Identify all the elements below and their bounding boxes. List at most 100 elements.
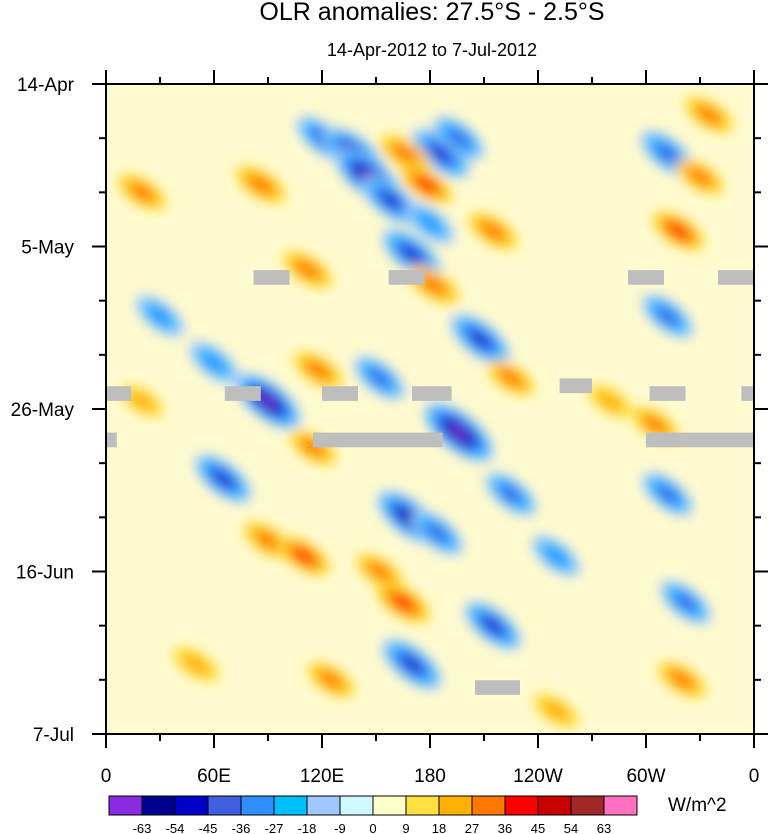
colorbar-label: 45	[531, 821, 545, 834]
missing-data-bar	[253, 270, 290, 285]
colorbar-swatch	[570, 795, 605, 816]
anomaly-feature	[307, 661, 355, 698]
colorbar-label: 0	[369, 821, 376, 834]
missing-data-bar	[313, 432, 443, 448]
missing-data-bar	[475, 680, 520, 695]
anomaly-feature	[464, 601, 522, 650]
field-blobs	[117, 96, 734, 728]
anomaly-feature	[354, 356, 406, 400]
anomaly-feature	[587, 384, 633, 418]
plot-axes: 0 60E 120E 180 120W 60W 0 14-Apr 5-May 26-May 16-J…	[11, 70, 768, 787]
anomaly-feature	[411, 128, 470, 179]
anomaly-feature	[642, 294, 694, 339]
colorbar-swatch	[240, 795, 275, 816]
anomaly-feature	[282, 250, 333, 289]
x-tick-label: 180	[414, 766, 446, 787]
colorbar-swatch	[603, 795, 638, 816]
colorbar-swatch	[405, 795, 440, 816]
colorbar-swatch	[471, 795, 506, 816]
colorbar-swatch	[141, 795, 176, 816]
anomaly-feature	[423, 402, 494, 463]
y-tick-label: 14-Apr	[17, 75, 75, 96]
y-tick-label: 26-May	[11, 400, 75, 421]
colorbar-label: 36	[498, 821, 512, 834]
missing-data-bar	[224, 386, 261, 401]
colorbar-swatch	[207, 795, 242, 816]
anomaly-feature	[135, 295, 185, 337]
colorbar-label: 63	[597, 821, 611, 834]
anomaly-feature	[375, 581, 431, 624]
missing-data-bar	[322, 386, 358, 401]
colorbar-swatch	[438, 795, 473, 816]
missing-data-bar	[718, 270, 754, 285]
anomaly-feature	[289, 429, 337, 466]
anomaly-feature	[189, 341, 239, 384]
anomaly-feature	[172, 646, 220, 682]
colorbar-label: -36	[232, 821, 251, 834]
missing-data-bar	[741, 386, 754, 401]
missing-data-bar	[412, 386, 452, 401]
anomaly-feature	[405, 202, 455, 244]
anomaly-feature	[120, 385, 164, 418]
missing-data-bar	[628, 270, 664, 285]
anomaly-feature	[117, 173, 167, 211]
colorbar-swatch	[537, 795, 572, 816]
anomaly-feature	[531, 535, 581, 577]
anomaly-feature	[652, 211, 705, 251]
anomaly-feature	[642, 472, 694, 516]
anomaly-feature	[657, 661, 707, 699]
missing-data-bar	[559, 378, 592, 394]
anomaly-feature	[533, 693, 579, 728]
colorbar-swatch	[372, 795, 407, 816]
y-tick-label: 7-Jul	[33, 725, 74, 746]
anomaly-feature	[450, 313, 511, 365]
missing-data	[106, 270, 754, 695]
colorbar-units: W/m^2	[668, 795, 727, 816]
anomaly-feature	[400, 164, 453, 205]
colorbar: -63 -54 -45 -36 -27 -18 -9 0 9 18 27 36 45 54 63	[108, 795, 638, 834]
colorbar-swatch	[504, 795, 539, 816]
chart-title: OLR anomalies: 27.5°S - 2.5°S	[259, 0, 605, 26]
anomaly-feature	[676, 158, 724, 195]
anomaly-feature	[379, 134, 431, 173]
anomaly-feature	[382, 638, 442, 690]
anomaly-field	[106, 84, 754, 734]
y-tick-label: 16-Jun	[16, 563, 74, 584]
colorbar-label: -45	[199, 821, 218, 834]
colorbar-swatch	[339, 795, 374, 816]
missing-data-bar	[106, 386, 132, 401]
x-tick-label: 60W	[626, 766, 665, 787]
colorbar-label: -54	[166, 821, 185, 834]
anomaly-feature	[684, 96, 734, 134]
anomaly-feature	[433, 116, 485, 161]
missing-data-bar	[388, 270, 425, 285]
colorbar-label: -27	[265, 821, 284, 834]
anomaly-feature	[467, 212, 519, 250]
colorbar-label: 9	[402, 821, 409, 834]
anomaly-feature	[293, 351, 344, 390]
anomaly-feature	[487, 360, 535, 397]
colorbar-swatch	[273, 795, 308, 816]
colorbar-label: 18	[432, 821, 446, 834]
colorbar-label: -63	[133, 821, 152, 834]
missing-data-bar	[646, 432, 754, 448]
missing-data-bar	[649, 386, 686, 401]
colorbar-label: -9	[334, 821, 346, 834]
x-tick-label: 60E	[197, 766, 231, 787]
x-tick-label: 0	[101, 766, 112, 787]
anomaly-feature	[660, 580, 712, 625]
x-tick-label: 0	[749, 766, 760, 787]
colorbar-label: -18	[298, 821, 317, 834]
colorbar-swatch	[306, 795, 341, 816]
colorbar-swatch	[108, 795, 143, 816]
x-tick-label: 120W	[513, 766, 563, 787]
anomaly-feature	[382, 228, 442, 280]
anomaly-feature	[361, 175, 419, 225]
missing-data-bar	[106, 432, 117, 448]
chart-subtitle: 14-Apr-2012 to 7-Jul-2012	[326, 40, 538, 60]
colorbar-label: 27	[465, 821, 479, 834]
anomaly-feature	[235, 165, 287, 204]
colorbar-swatch	[174, 795, 209, 816]
anomaly-feature	[411, 510, 464, 556]
